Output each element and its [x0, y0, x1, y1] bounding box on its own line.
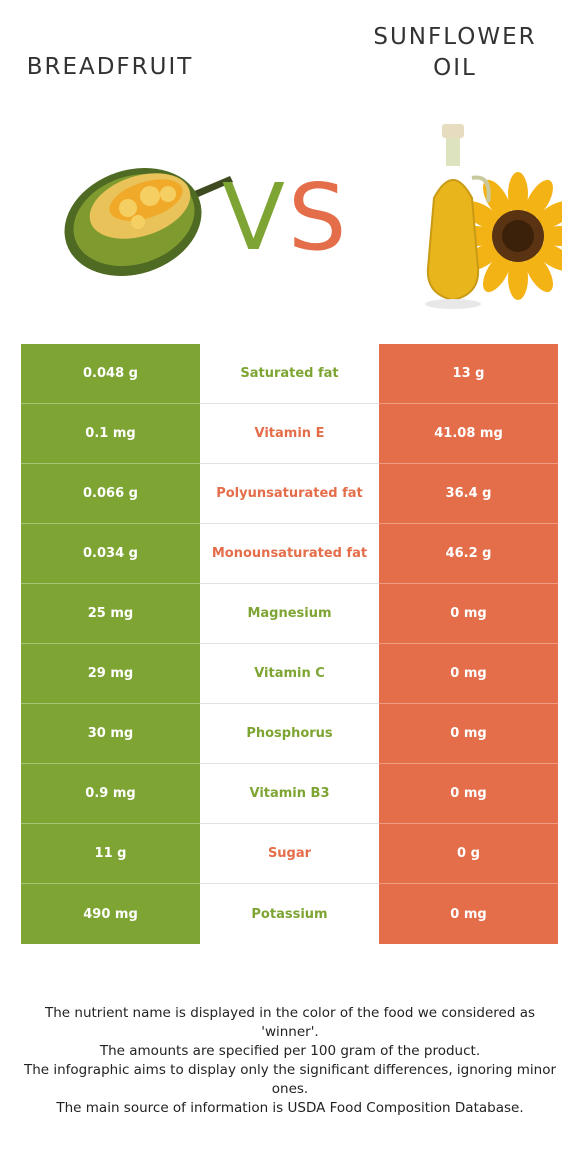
- nutrient-name: Phosphorus: [200, 704, 379, 764]
- table-row: 25 mg Magnesium 0 mg: [21, 584, 558, 644]
- nutrient-name: Saturated fat: [200, 344, 379, 404]
- right-food-value: 0 g: [379, 824, 558, 884]
- footer-note-source: The main source of information is USDA F…: [56, 1100, 524, 1116]
- nutrient-name: Vitamin E: [200, 404, 379, 464]
- nutrient-name: Polyunsaturated fat: [200, 464, 379, 524]
- vs-letter-v: V: [222, 164, 285, 271]
- left-food-value: 0.048 g: [21, 344, 200, 404]
- sunflower-oil-image: [425, 124, 562, 309]
- right-food-value: 13 g: [379, 344, 558, 404]
- right-food-value: 0 mg: [379, 584, 558, 644]
- left-food-value: 0.1 mg: [21, 404, 200, 464]
- right-food-value: 41.08 mg: [379, 404, 558, 464]
- left-food-value: 0.066 g: [21, 464, 200, 524]
- left-food-title: BREADFRUIT: [26, 54, 194, 80]
- table-row: 0.048 g Saturated fat 13 g: [21, 344, 558, 404]
- right-food-value: 46.2 g: [379, 524, 558, 584]
- nutrient-name: Vitamin B3: [200, 764, 379, 824]
- table-row: 0.034 g Monounsaturated fat 46.2 g: [21, 524, 558, 584]
- right-food-value: 0 mg: [379, 764, 558, 824]
- footer-note-amounts: The amounts are specified per 100 gram o…: [99, 1043, 481, 1059]
- table-row: 11 g Sugar 0 g: [21, 824, 558, 884]
- nutrient-name: Monounsaturated fat: [200, 524, 379, 584]
- left-food-value: 0.9 mg: [21, 764, 200, 824]
- left-food-value: 490 mg: [21, 884, 200, 944]
- nutrient-name: Sugar: [200, 824, 379, 884]
- footer-notes: The nutrient name is displayed in the co…: [20, 1004, 560, 1118]
- footer-note-winner: The nutrient name is displayed in the co…: [44, 1005, 536, 1040]
- nutrient-name: Potassium: [200, 884, 379, 944]
- left-food-value: 0.034 g: [21, 524, 200, 584]
- left-food-value: 30 mg: [21, 704, 200, 764]
- table-row: 30 mg Phosphorus 0 mg: [21, 704, 558, 764]
- table-row: 0.9 mg Vitamin B3 0 mg: [21, 764, 558, 824]
- nutrient-name: Magnesium: [200, 584, 379, 644]
- left-food-value: 11 g: [21, 824, 200, 884]
- right-food-value: 36.4 g: [379, 464, 558, 524]
- right-food-value: 0 mg: [379, 704, 558, 764]
- right-food-value: 0 mg: [379, 644, 558, 704]
- left-food-value: 25 mg: [21, 584, 200, 644]
- vs-letter-s: S: [288, 164, 347, 271]
- breadfruit-image: [64, 168, 233, 276]
- left-food-value: 29 mg: [21, 644, 200, 704]
- nutrient-name: Vitamin C: [200, 644, 379, 704]
- right-food-title: SUNFLOWER OIL: [373, 24, 537, 81]
- table-row: 490 mg Potassium 0 mg: [21, 884, 558, 944]
- table-row: 0.066 g Polyunsaturated fat 36.4 g: [21, 464, 558, 524]
- footer-note-aims: The infographic aims to display only the…: [23, 1062, 557, 1097]
- right-food-value: 0 mg: [379, 884, 558, 944]
- table-row: 0.1 mg Vitamin E 41.08 mg: [21, 404, 558, 464]
